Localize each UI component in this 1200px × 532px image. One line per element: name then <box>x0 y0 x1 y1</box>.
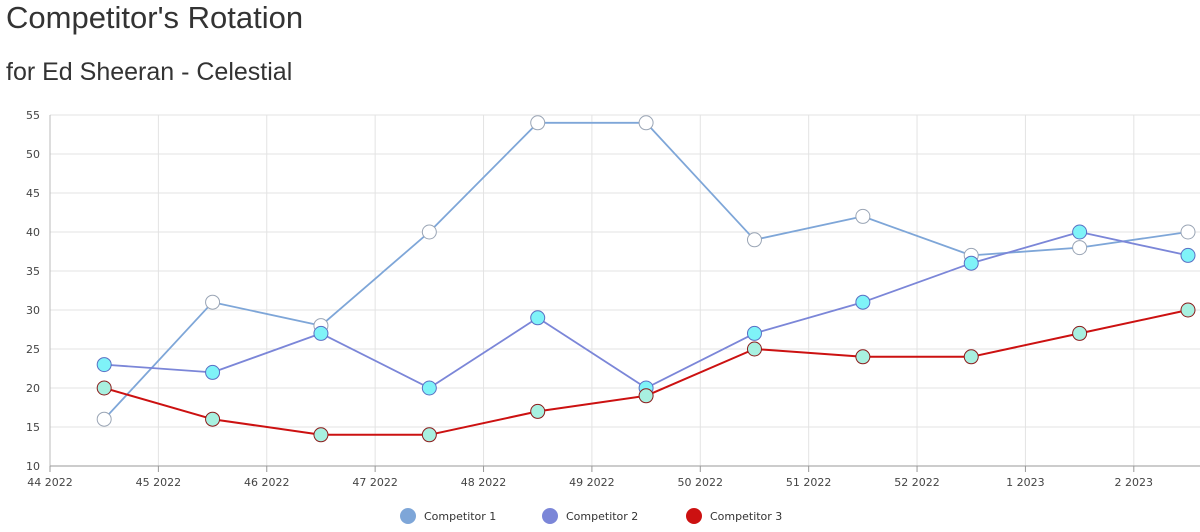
x-tick-label: 50 2022 <box>678 476 724 489</box>
data-point-series-3 <box>746 341 762 357</box>
data-point-series-1 <box>530 115 546 131</box>
data-point-series-3 <box>530 403 546 419</box>
x-tick-label: 46 2022 <box>244 476 290 489</box>
x-tick-label: 52 2022 <box>894 476 940 489</box>
x-tick-label: 47 2022 <box>352 476 398 489</box>
legend-marker-1 <box>400 508 416 524</box>
data-point-series-1 <box>855 208 871 224</box>
y-tick-label: 15 <box>26 421 40 434</box>
y-tick-label: 35 <box>26 265 40 278</box>
legend-marker-3 <box>686 508 702 524</box>
x-tick-label: 49 2022 <box>569 476 615 489</box>
data-point-series-1 <box>421 224 437 240</box>
y-tick-label: 40 <box>26 226 40 239</box>
data-point-series-2 <box>421 380 437 396</box>
data-point-series-1 <box>746 232 762 248</box>
data-point-series-1 <box>638 115 654 131</box>
data-point-series-1 <box>1180 224 1196 240</box>
data-point-series-2 <box>855 294 871 310</box>
x-tick-label: 44 2022 <box>27 476 73 489</box>
y-tick-label: 45 <box>26 187 40 200</box>
legend-label-2: Competitor 2 <box>566 510 638 523</box>
data-point-series-3 <box>638 388 654 404</box>
data-point-series-2 <box>205 364 221 380</box>
chart-title: Competitor's Rotation <box>6 0 304 35</box>
data-point-series-2 <box>1180 247 1196 263</box>
y-tick-label: 55 <box>26 109 40 122</box>
x-tick-label: 48 2022 <box>461 476 507 489</box>
data-point-series-3 <box>855 349 871 365</box>
y-tick-label: 25 <box>26 343 40 356</box>
legend-label-3: Competitor 3 <box>710 510 782 523</box>
legend-marker-2 <box>542 508 558 524</box>
data-point-series-1 <box>205 294 221 310</box>
data-point-series-3 <box>205 411 221 427</box>
x-tick-label: 2 2023 <box>1115 476 1154 489</box>
y-tick-label: 10 <box>26 460 40 473</box>
y-tick-label: 20 <box>26 382 40 395</box>
data-point-series-3 <box>1072 325 1088 341</box>
x-tick-label: 1 2023 <box>1006 476 1045 489</box>
data-point-series-3 <box>96 380 112 396</box>
data-point-series-3 <box>421 427 437 443</box>
y-tick-label: 30 <box>26 304 40 317</box>
data-point-series-2 <box>963 255 979 271</box>
data-point-series-2 <box>1072 224 1088 240</box>
chart-subtitle: for Ed Sheeran - Celestial <box>6 58 293 86</box>
data-point-series-3 <box>1180 302 1196 318</box>
y-tick-label: 50 <box>26 148 40 161</box>
data-point-series-2 <box>313 325 329 341</box>
x-tick-label: 51 2022 <box>786 476 832 489</box>
data-point-series-3 <box>963 349 979 365</box>
data-point-series-2 <box>746 325 762 341</box>
data-point-series-1 <box>96 411 112 427</box>
legend-label-1: Competitor 1 <box>424 510 496 523</box>
data-point-series-2 <box>96 357 112 373</box>
data-point-series-1 <box>1072 240 1088 256</box>
data-point-series-2 <box>530 310 546 326</box>
x-tick-label: 45 2022 <box>136 476 182 489</box>
data-point-series-3 <box>313 427 329 443</box>
